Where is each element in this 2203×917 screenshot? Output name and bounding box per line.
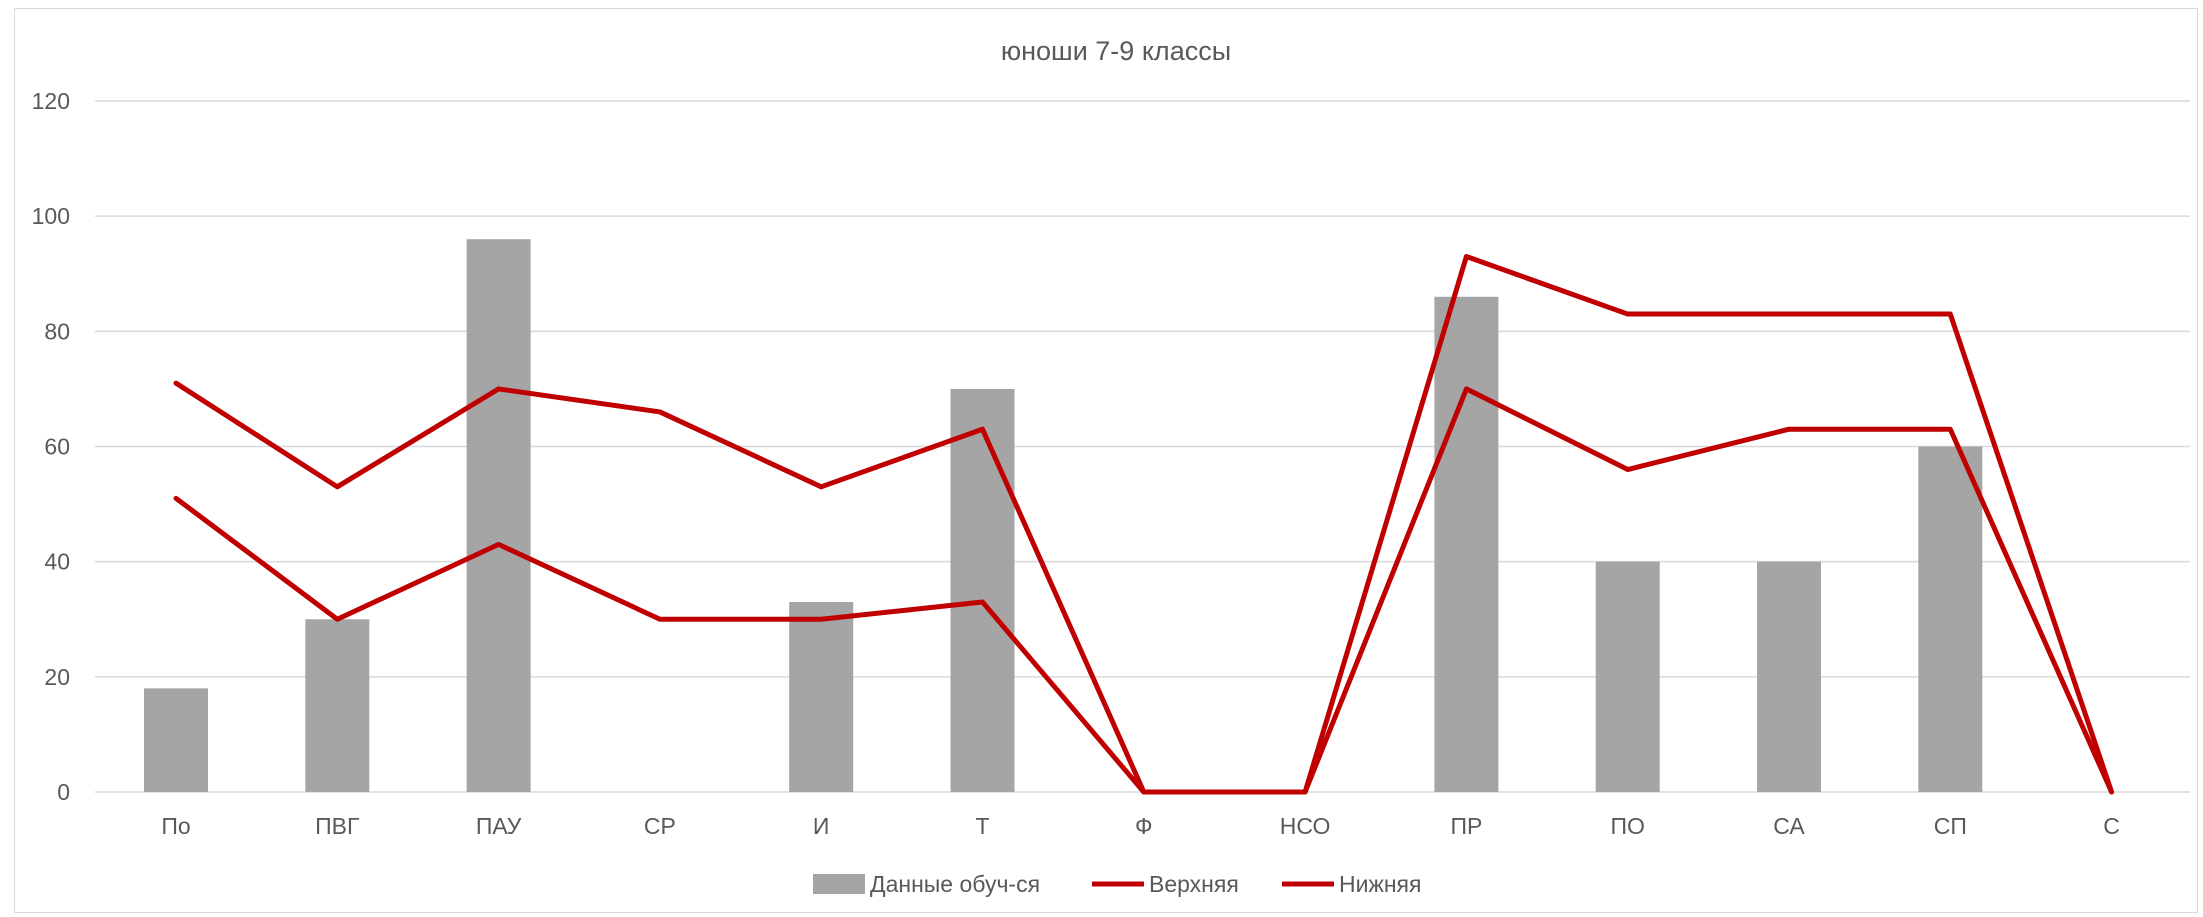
x-tick-label: И — [813, 813, 830, 839]
bar-series — [144, 239, 1983, 792]
x-tick-label: Т — [975, 813, 989, 839]
bar — [305, 619, 370, 792]
bar — [789, 601, 854, 792]
x-tick-label: СА — [1773, 813, 1805, 839]
bar — [1757, 561, 1821, 792]
x-tick-label: ПАУ — [476, 813, 522, 839]
bar — [466, 239, 531, 792]
y-tick-label: 20 — [44, 664, 70, 690]
line-series-upper — [173, 253, 2115, 795]
legend-label: Данные обуч-ся — [870, 871, 1040, 897]
y-tick-label: 120 — [32, 88, 70, 114]
bar — [1595, 561, 1660, 792]
legend-swatch-bar — [813, 874, 865, 894]
x-tick-label: СР — [644, 813, 676, 839]
x-tick-label: СП — [1934, 813, 1967, 839]
bar — [1918, 446, 1983, 792]
legend-label: Верхняя — [1149, 871, 1239, 897]
y-tick-label: 60 — [44, 434, 70, 460]
y-tick-label: 0 — [57, 779, 70, 805]
x-tick-label: Ф — [1135, 813, 1153, 839]
line-series — [173, 253, 2115, 795]
line-series-lower — [173, 386, 2115, 795]
x-tick-label: С — [2103, 813, 2120, 839]
legend: Данные обуч-ся Верхняя Нижняя — [813, 871, 1421, 897]
bar — [950, 388, 1015, 792]
legend-label: Нижняя — [1339, 871, 1421, 897]
x-tick-label: ПО — [1610, 813, 1644, 839]
x-tick-label: ПР — [1450, 813, 1482, 839]
bar — [144, 688, 208, 792]
bar — [1434, 296, 1499, 792]
x-tick-label: НСО — [1280, 813, 1331, 839]
y-tick-label: 100 — [32, 203, 70, 229]
y-tick-label: 80 — [44, 318, 70, 344]
chart-title: юноши 7-9 классы — [1001, 36, 1231, 66]
x-tick-label: По — [161, 813, 190, 839]
y-tick-label: 40 — [44, 549, 70, 575]
x-tick-label: ПВГ — [315, 813, 360, 839]
y-axis-tick-labels: 0 20 40 60 80 100 120 — [32, 88, 70, 805]
x-axis-tick-labels: По ПВГ ПАУ СР И Т Ф НСО ПР ПО СА СП С — [161, 813, 2120, 839]
gridlines — [95, 100, 2190, 793]
